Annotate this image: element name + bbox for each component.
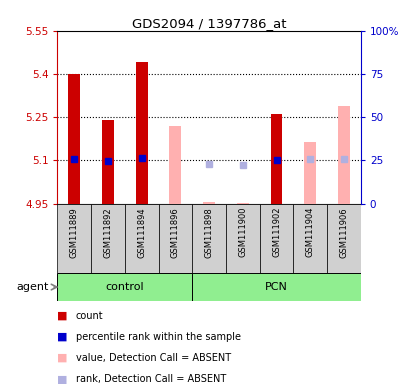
Text: PCN: PCN bbox=[265, 282, 287, 292]
Bar bbox=[270, 114, 282, 204]
Text: ■: ■ bbox=[57, 374, 68, 384]
Bar bbox=[68, 74, 80, 204]
Text: control: control bbox=[105, 282, 144, 292]
Bar bbox=[192, 273, 360, 301]
Text: GSM111889: GSM111889 bbox=[70, 207, 79, 258]
Bar bbox=[135, 62, 147, 204]
Bar bbox=[57, 273, 192, 301]
Bar bbox=[236, 203, 248, 204]
Text: GSM111900: GSM111900 bbox=[238, 207, 247, 258]
Text: GSM111892: GSM111892 bbox=[103, 207, 112, 258]
Bar bbox=[102, 120, 114, 204]
Text: ■: ■ bbox=[57, 353, 68, 363]
Bar bbox=[169, 126, 181, 204]
Bar bbox=[158, 204, 192, 273]
Bar bbox=[293, 204, 326, 273]
Bar bbox=[259, 204, 293, 273]
Text: ■: ■ bbox=[57, 332, 68, 342]
Text: percentile rank within the sample: percentile rank within the sample bbox=[76, 332, 240, 342]
Text: agent: agent bbox=[17, 282, 49, 292]
Text: GSM111894: GSM111894 bbox=[137, 207, 146, 258]
Text: value, Detection Call = ABSENT: value, Detection Call = ABSENT bbox=[76, 353, 230, 363]
Bar bbox=[57, 204, 91, 273]
Text: GSM111898: GSM111898 bbox=[204, 207, 213, 258]
Text: GSM111902: GSM111902 bbox=[271, 207, 280, 258]
Bar bbox=[337, 106, 349, 204]
Bar bbox=[124, 204, 158, 273]
Title: GDS2094 / 1397786_at: GDS2094 / 1397786_at bbox=[132, 17, 285, 30]
Bar bbox=[303, 142, 315, 204]
Bar bbox=[203, 202, 214, 204]
Bar bbox=[192, 204, 225, 273]
Bar bbox=[326, 204, 360, 273]
Text: rank, Detection Call = ABSENT: rank, Detection Call = ABSENT bbox=[76, 374, 225, 384]
Text: count: count bbox=[76, 311, 103, 321]
Text: GSM111906: GSM111906 bbox=[339, 207, 348, 258]
Bar bbox=[225, 204, 259, 273]
Text: ■: ■ bbox=[57, 311, 68, 321]
Text: GSM111896: GSM111896 bbox=[171, 207, 180, 258]
Text: GSM111904: GSM111904 bbox=[305, 207, 314, 258]
Bar bbox=[91, 204, 124, 273]
